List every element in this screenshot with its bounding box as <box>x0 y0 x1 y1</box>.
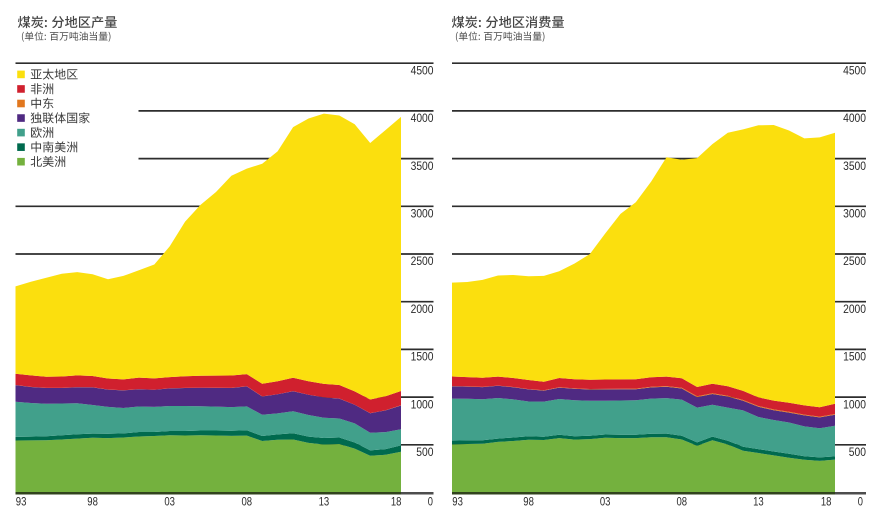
svg-text:98: 98 <box>523 495 534 508</box>
svg-text:4000: 4000 <box>843 112 866 125</box>
svg-text:3000: 3000 <box>843 208 866 221</box>
svg-text:4500: 4500 <box>411 64 434 77</box>
svg-text:03: 03 <box>164 495 175 508</box>
svg-text:93: 93 <box>16 495 27 508</box>
svg-text:93: 93 <box>452 495 463 508</box>
svg-text:2500: 2500 <box>411 255 434 268</box>
svg-text:13: 13 <box>319 495 330 508</box>
svg-text:3500: 3500 <box>843 160 866 173</box>
svg-text:2000: 2000 <box>843 303 866 316</box>
svg-text:13: 13 <box>753 495 764 508</box>
svg-text:98: 98 <box>87 495 98 508</box>
svg-text:3500: 3500 <box>411 160 434 173</box>
svg-text:18: 18 <box>821 495 832 508</box>
svg-text:18: 18 <box>391 495 402 508</box>
svg-text:2500: 2500 <box>843 255 866 268</box>
svg-text:0: 0 <box>428 495 434 508</box>
svg-text:03: 03 <box>600 495 611 508</box>
svg-text:1000: 1000 <box>411 398 434 411</box>
svg-text:500: 500 <box>416 446 434 459</box>
svg-text:4000: 4000 <box>411 112 434 125</box>
svg-text:2000: 2000 <box>411 303 434 316</box>
svg-text:08: 08 <box>677 495 688 508</box>
svg-text:0: 0 <box>858 495 864 508</box>
svg-text:500: 500 <box>849 446 867 459</box>
svg-text:08: 08 <box>242 495 253 508</box>
svg-text:3000: 3000 <box>411 208 434 221</box>
svg-text:1000: 1000 <box>843 398 866 411</box>
svg-text:1500: 1500 <box>411 351 434 364</box>
svg-text:4500: 4500 <box>843 64 866 77</box>
svg-text:1500: 1500 <box>843 351 866 364</box>
